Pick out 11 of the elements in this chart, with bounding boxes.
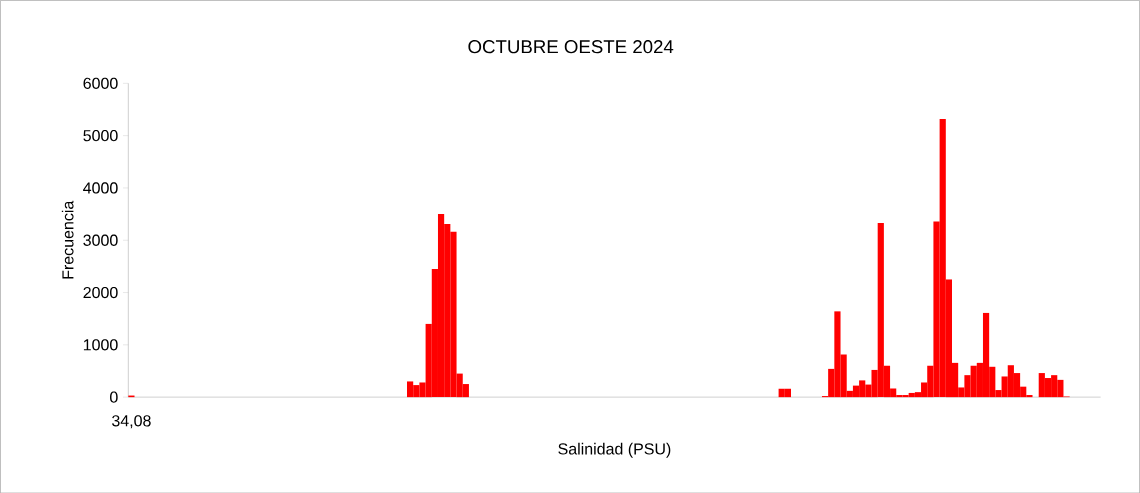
y-tick-label: 6000: [83, 77, 118, 89]
y-tick-label: 4000: [83, 182, 118, 194]
y-axis-title: Frecuencia: [61, 200, 74, 279]
x-axis-title: Salinidad (PSU): [558, 442, 671, 458]
y-tick-label: 0: [110, 391, 118, 403]
y-tick-label: 5000: [83, 129, 118, 142]
y-tick-label: 3000: [83, 234, 118, 246]
chart-title: OCTUBRE OESTE 2024: [468, 39, 674, 54]
y-tick-label: 1000: [83, 338, 118, 351]
y-tick-label: 2000: [83, 286, 118, 298]
x-tick-label: 34,08: [112, 414, 151, 429]
